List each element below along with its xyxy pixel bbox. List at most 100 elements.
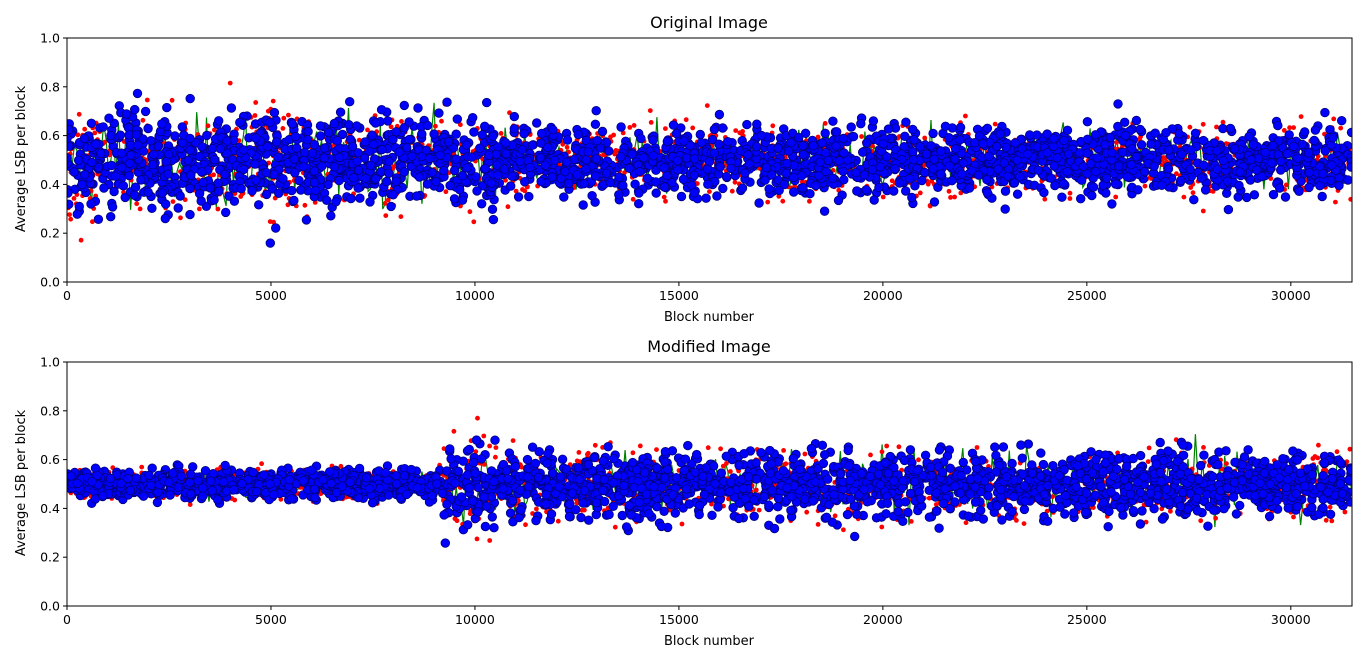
data-point [581, 155, 591, 165]
data-point [422, 179, 433, 189]
data-point [477, 199, 487, 209]
data-point [828, 116, 838, 126]
data-point [1346, 162, 1352, 172]
data-point [124, 170, 134, 181]
data-point [361, 173, 371, 183]
data-point [1146, 139, 1156, 149]
data-point [858, 147, 868, 157]
data-point [215, 143, 226, 154]
data-point-small [815, 134, 821, 140]
data-point-small [896, 444, 902, 450]
data-point [1048, 134, 1059, 144]
data-point [974, 131, 985, 141]
data-point [1176, 175, 1186, 186]
data-point [783, 146, 794, 156]
data-point [901, 117, 911, 127]
data-point [1050, 180, 1060, 191]
data-point-small [178, 215, 183, 221]
data-point [714, 109, 725, 120]
data-point [618, 180, 628, 191]
data-point [399, 100, 410, 111]
data-point [439, 165, 449, 176]
data-point-small [859, 134, 864, 139]
data-point-small [1146, 445, 1152, 451]
data-point [185, 209, 195, 220]
data-point-small [399, 119, 404, 124]
data-point [449, 165, 460, 176]
data-point-small [946, 188, 952, 194]
data-point [890, 163, 900, 174]
data-point [1113, 99, 1123, 109]
data-point [345, 96, 355, 107]
data-point [404, 134, 415, 145]
data-point [889, 186, 899, 196]
data-point [519, 128, 529, 139]
data-point [908, 124, 918, 135]
data-point [421, 145, 431, 155]
data-point [1062, 166, 1073, 177]
data-point [131, 129, 142, 140]
data-point [1002, 171, 1013, 181]
data-point [251, 175, 261, 186]
data-point [1015, 172, 1025, 182]
data-point [1062, 125, 1073, 136]
data-point [273, 152, 283, 163]
data-point [928, 128, 938, 139]
data-point [185, 183, 195, 194]
data-point [915, 142, 925, 152]
data-point [709, 148, 720, 158]
data-point-small [707, 189, 712, 195]
data-point [349, 172, 359, 183]
data-point [384, 168, 394, 179]
data-point [220, 207, 231, 218]
data-point [800, 128, 811, 139]
data-point [250, 133, 261, 143]
data-point [445, 180, 455, 191]
data-point [125, 158, 135, 168]
data-point-small [884, 443, 890, 449]
data-point-small [780, 198, 786, 204]
data-marks [67, 80, 1352, 248]
y-axis-label: Average LSB per block [14, 85, 29, 232]
data-point-small [467, 209, 473, 215]
data-point [175, 191, 185, 201]
data-point [261, 189, 272, 200]
data-point-small [1291, 125, 1296, 130]
data-point-small [286, 112, 291, 118]
data-point [213, 178, 223, 188]
data-point [861, 185, 871, 195]
data-point [86, 199, 96, 209]
data-point-small [205, 123, 211, 129]
x-tick-label: 10000 [455, 288, 495, 303]
data-point-small [1298, 114, 1304, 119]
data-point [907, 192, 917, 203]
data-point [651, 177, 661, 187]
data-point-small [487, 538, 493, 543]
data-point [764, 184, 774, 194]
data-point-small [732, 179, 738, 185]
data-point [1012, 155, 1022, 165]
data-point [1136, 140, 1147, 150]
data-point [1186, 145, 1196, 155]
data-point [839, 148, 849, 158]
data-point [429, 129, 439, 139]
data-point [973, 170, 984, 180]
data-point [752, 119, 762, 129]
data-point [535, 152, 546, 163]
data-point [292, 143, 302, 153]
data-point [982, 188, 993, 198]
data-point [572, 170, 582, 180]
data-point [484, 150, 494, 161]
data-point [513, 192, 524, 202]
data-point [278, 174, 288, 184]
data-point [1174, 129, 1184, 139]
data-point [1336, 115, 1347, 126]
data-point-small [690, 125, 696, 131]
data-point [443, 137, 454, 147]
data-point [808, 140, 818, 151]
data-point [820, 128, 830, 139]
data-point [209, 195, 219, 205]
data-point [1284, 130, 1294, 140]
data-point [1012, 189, 1023, 199]
